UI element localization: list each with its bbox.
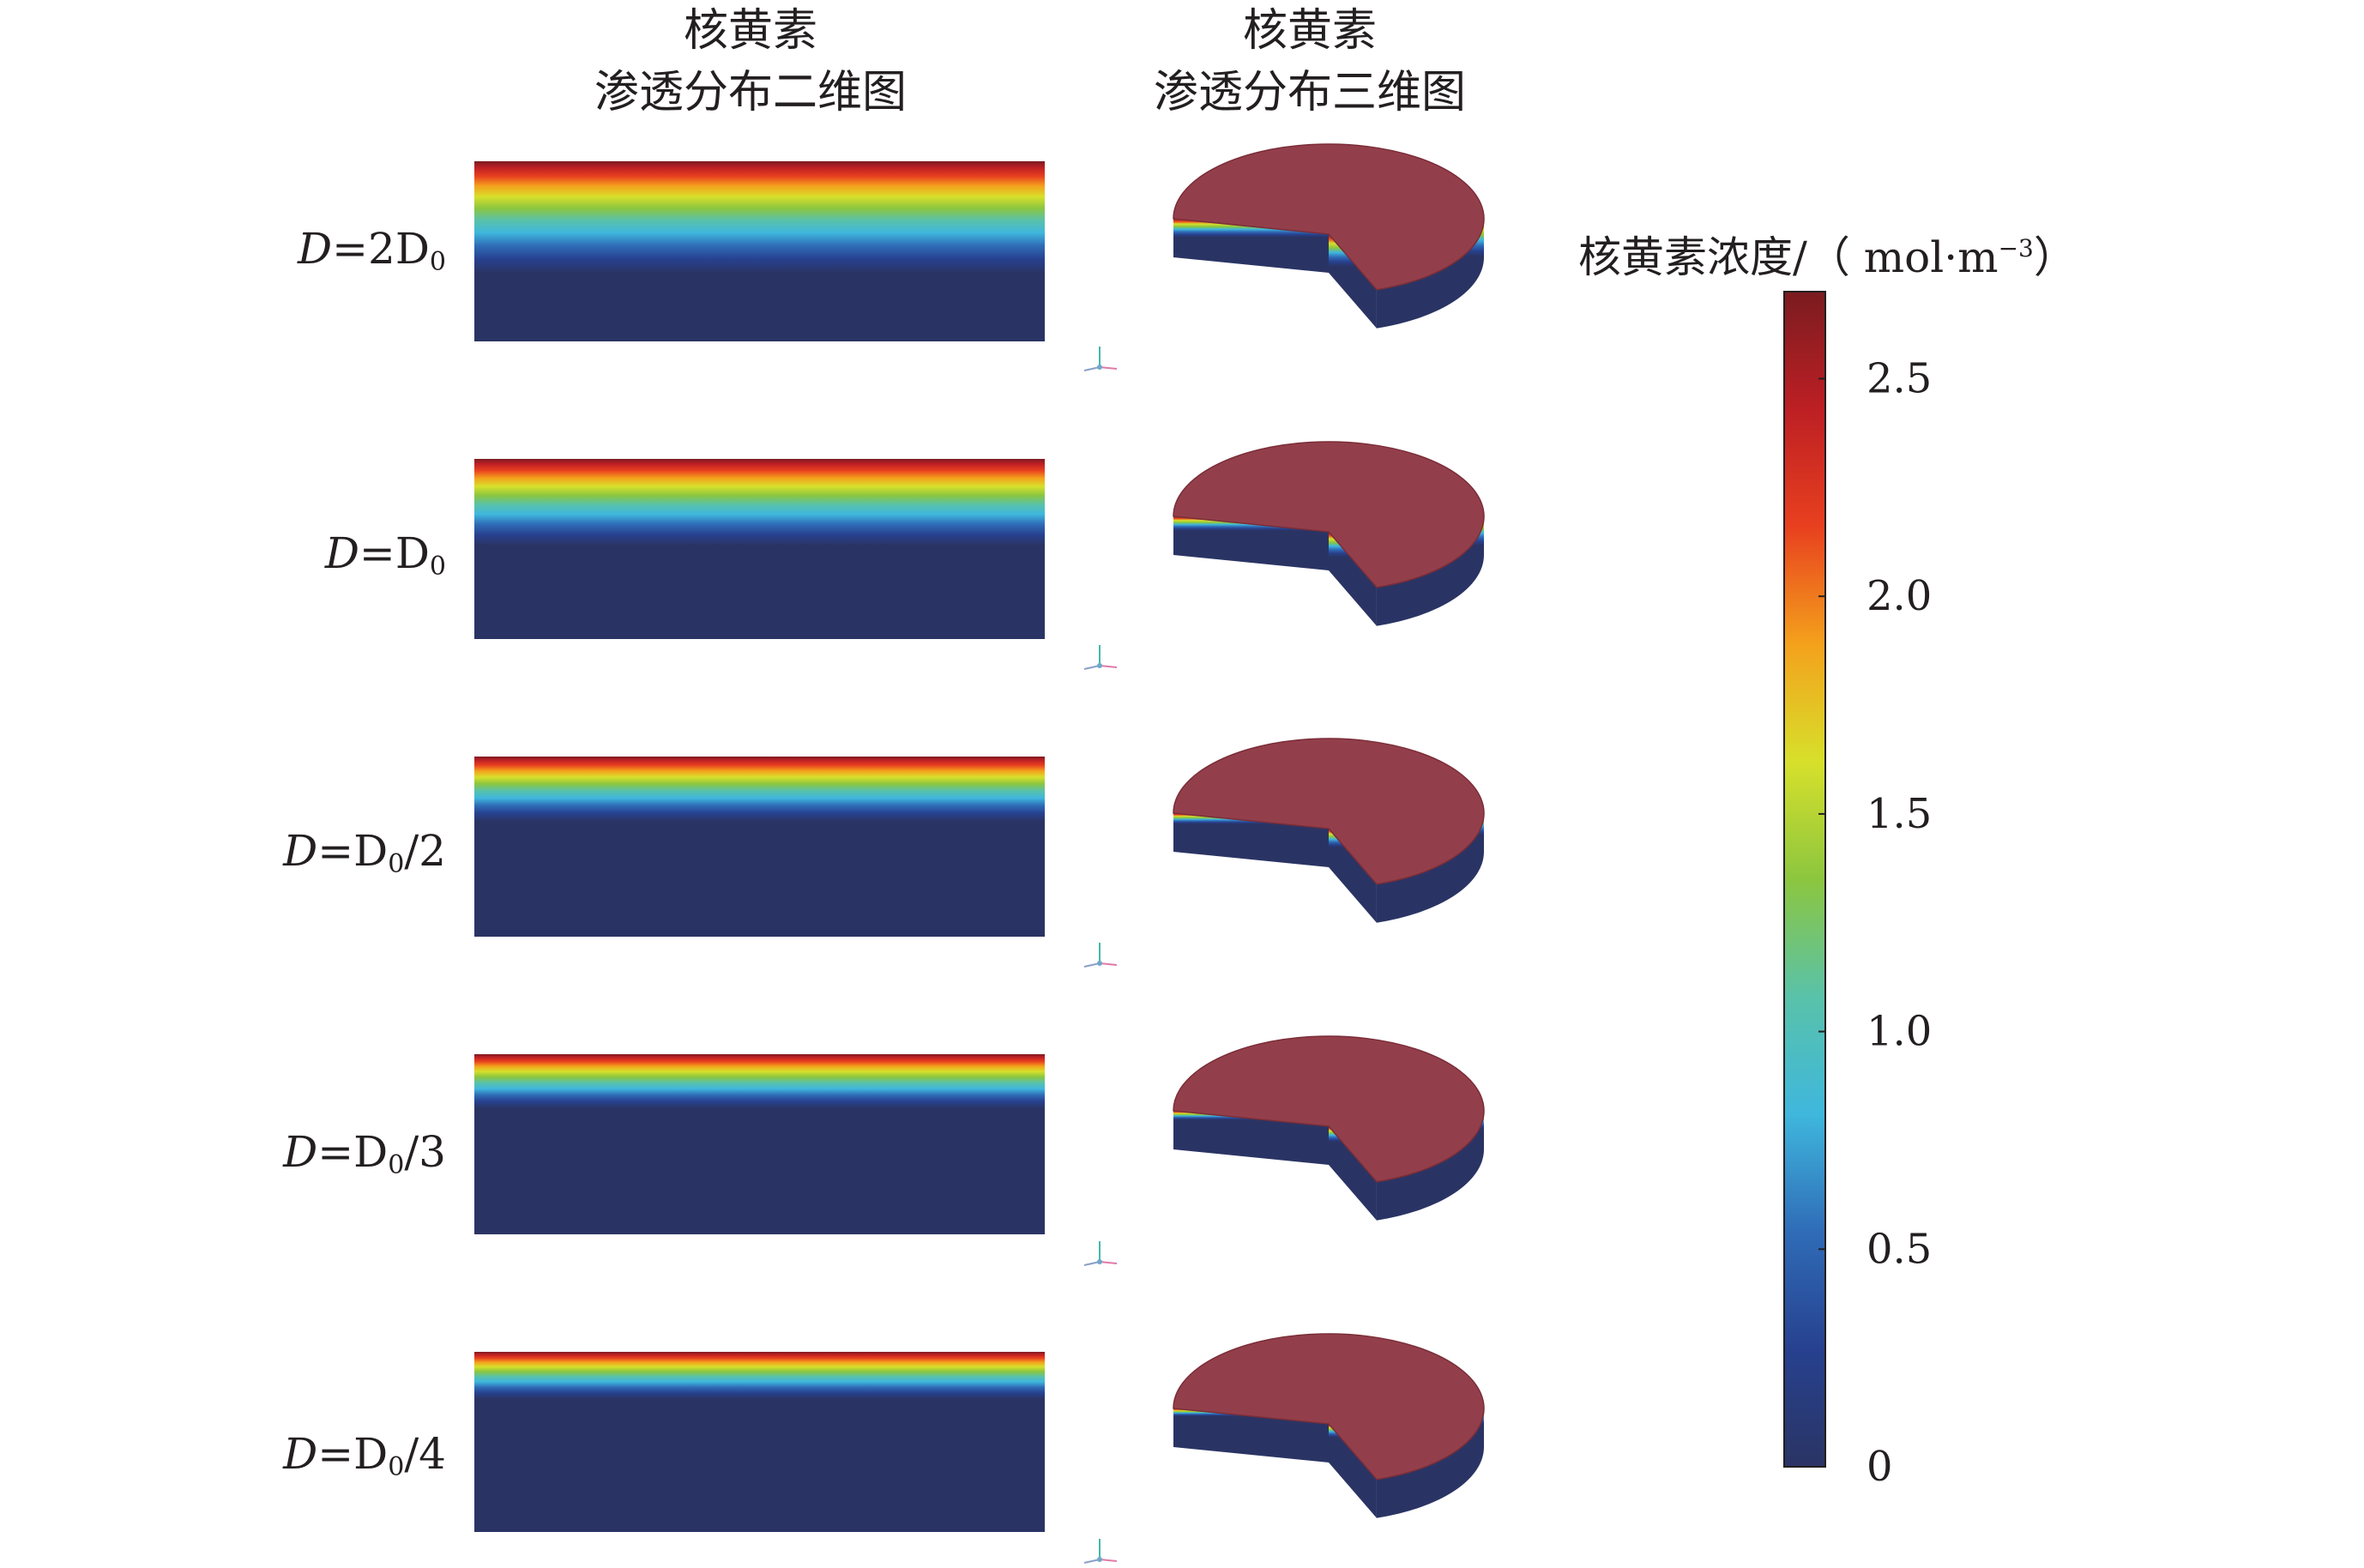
colorbar-tick-label: 2.5 [1866,354,1932,402]
colorbar-title-close: ） [2033,232,2077,282]
column-title-2d: 核黄素 渗透分布二维图 [450,0,1051,124]
coordinate-triad-icon [1083,1539,1118,1564]
disk-top-face [1173,1333,1485,1481]
disk-top-face [1173,738,1485,885]
disk-side-wall [1173,1408,1484,1518]
disk-side-wall [1173,813,1484,923]
row-label-var: D [283,1127,318,1177]
disk-side-wall [1173,219,1484,329]
row-label-eq: =D [317,826,389,876]
diffusion-3d-disk [1173,143,1485,329]
row-label-sub: 0 [429,552,446,582]
column-title-2d-line2: 渗透分布二维图 [594,67,907,118]
column-title-2d-line1: 核黄素 [683,5,817,57]
disk-top-face [1173,441,1485,588]
row-label-4: D=D0/3 [214,1126,446,1191]
row-label-tail: /4 [404,1429,446,1479]
row-label-sub: 0 [388,1150,405,1180]
row-label-var: D [324,528,359,578]
colorbar-tick-label: 1.5 [1866,790,1932,838]
row-label-tail: /2 [404,826,446,876]
colorbar-title-main: 核黄素浓度/（ mol·m [1578,232,1999,282]
row-label-eq: =D [359,528,430,578]
disk-top-face [1173,1035,1485,1183]
row-label-2: D=D0 [214,528,446,593]
column-title-3d-line2: 渗透分布三维图 [1153,67,1466,118]
diffusion-3d-disk [1173,1035,1485,1221]
colorbar-tick-label: 0 [1866,1443,1893,1484]
coordinate-triad-icon [1083,645,1118,670]
colorbar-title-exponent: −3 [1998,234,2034,262]
colorbar-gradient [1783,291,1826,1468]
diffusion-2d-panel [474,757,1045,937]
row-label-sub: 0 [388,849,405,879]
row-label-var: D [283,1429,318,1479]
row-label-5: D=D0/4 [214,1428,446,1493]
row-label-tail: /3 [404,1127,446,1177]
row-label-sub: 0 [388,1452,405,1482]
disk-side-wall [1173,1111,1484,1221]
disk-top-face [1173,143,1485,291]
colorbar: 2.5 2.0 1.5 1.0 0.5 0 [1783,291,1932,1484]
coordinate-triad-icon [1083,1241,1118,1266]
column-title-3d: 核黄素 渗透分布三维图 [1010,0,1610,124]
diffusion-3d-disk [1173,1333,1485,1518]
diffusion-3d-disk [1173,441,1485,626]
row-label-sub: 0 [429,247,446,277]
colorbar-tick-label: 2.0 [1866,572,1932,620]
row-label-3: D=D0/2 [214,825,446,890]
diffusion-3d-disk [1173,738,1485,923]
diffusion-2d-panel [474,459,1045,639]
row-label-eq: =D [317,1127,389,1177]
coordinate-triad-icon [1083,943,1118,968]
row-label-eq: =2D [332,224,430,274]
column-title-3d-line1: 核黄素 [1242,5,1377,57]
row-label-1: D=2D0 [214,223,446,288]
colorbar-tick-label: 0.5 [1866,1225,1932,1273]
diffusion-2d-panel [474,161,1045,341]
disk-side-wall [1173,516,1484,626]
diffusion-2d-panel [474,1054,1045,1234]
row-label-eq: =D [317,1429,389,1479]
diffusion-2d-panel [474,1352,1045,1532]
row-label-var: D [283,826,318,876]
colorbar-title: 核黄素浓度/（ mol·m−3） [1578,219,2077,287]
colorbar-tick-label: 1.0 [1866,1008,1932,1056]
row-label-var: D [298,224,333,274]
coordinate-triad-icon [1083,347,1118,371]
